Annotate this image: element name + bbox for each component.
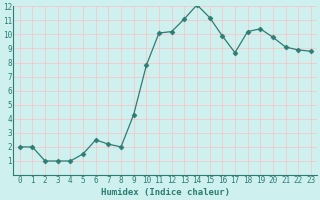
X-axis label: Humidex (Indice chaleur): Humidex (Indice chaleur): [101, 188, 230, 197]
